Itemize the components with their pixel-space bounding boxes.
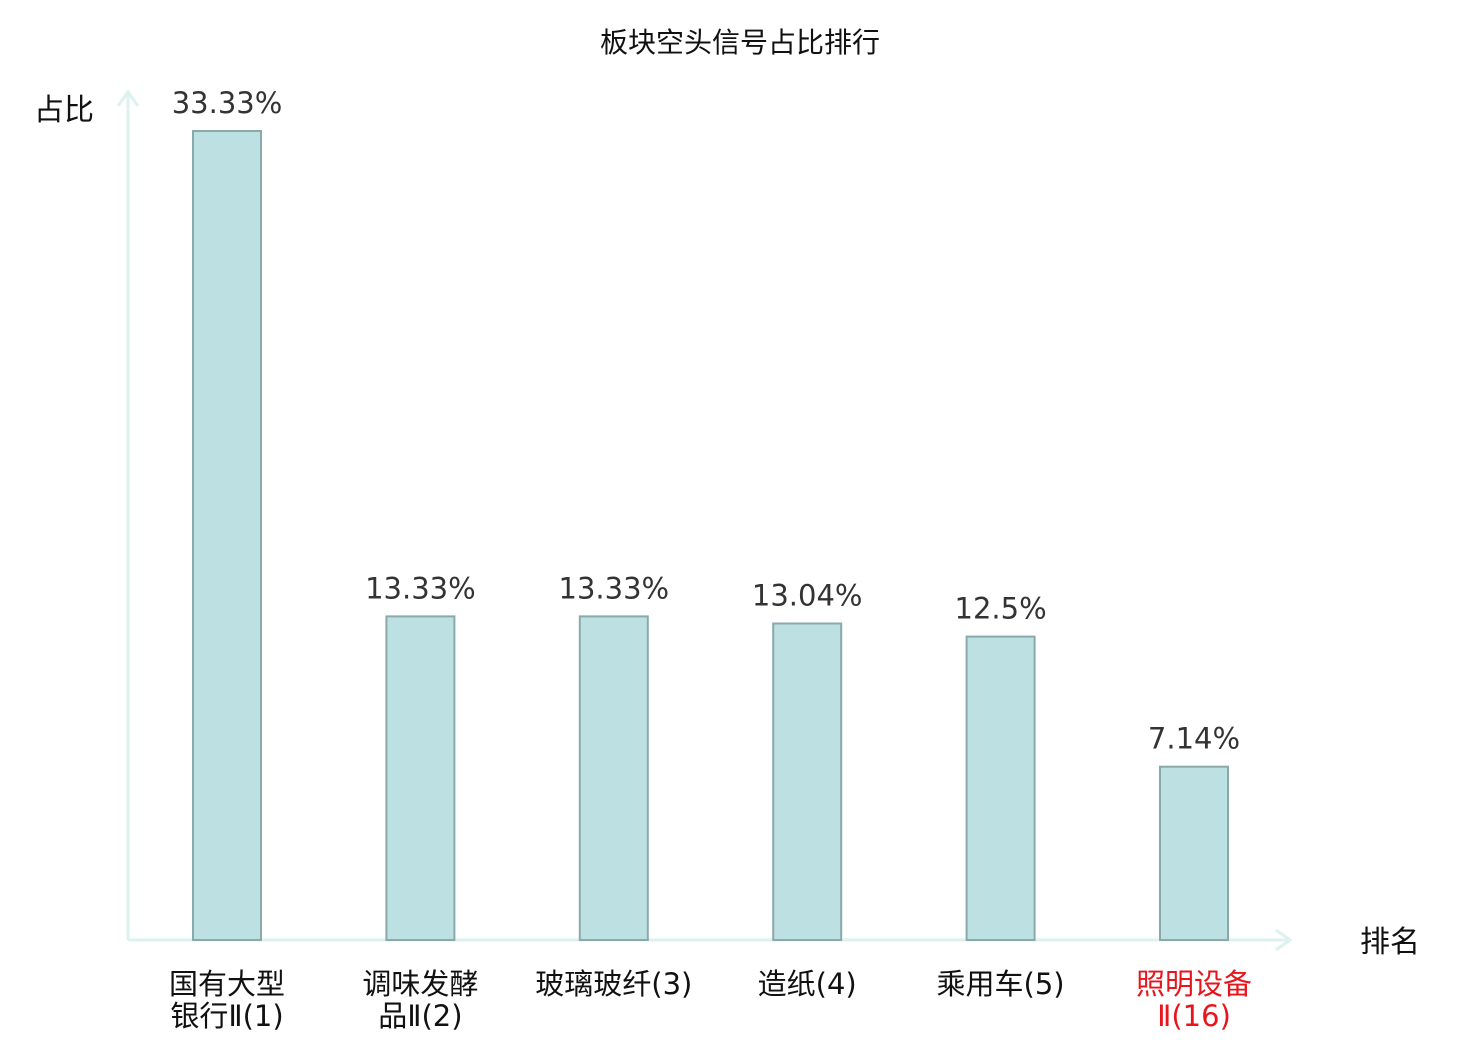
x-tick-label: 玻璃玻纤(3) bbox=[535, 967, 692, 1001]
data-label: 13.33% bbox=[365, 571, 476, 605]
chart-title: 板块空头信号占比排行 bbox=[600, 26, 880, 59]
bar bbox=[385, 615, 456, 942]
data-label: 12.5% bbox=[955, 592, 1047, 626]
bar bbox=[192, 130, 262, 941]
bar bbox=[965, 635, 1036, 941]
data-label: 7.14% bbox=[1148, 722, 1240, 756]
x-tick-label: 乘用车(5) bbox=[937, 967, 1065, 1001]
bar bbox=[772, 622, 843, 941]
bar bbox=[578, 615, 649, 942]
x-axis bbox=[128, 928, 1293, 952]
x-tick-label: 照明设备 Ⅱ(16) bbox=[1136, 967, 1252, 1033]
y-axis bbox=[116, 89, 140, 940]
x-axis-label: 排名 bbox=[1360, 925, 1420, 960]
x-tick-label: 调味发酵品Ⅱ(2) bbox=[362, 967, 478, 1033]
data-label: 13.33% bbox=[559, 571, 670, 605]
y-axis-label: 占比 bbox=[34, 93, 94, 128]
data-label: 13.04% bbox=[752, 579, 863, 613]
bars-group bbox=[192, 130, 1229, 942]
x-tick-label: 国有大型银行Ⅱ(1) bbox=[169, 967, 285, 1033]
value-labels-group: 33.33% 13.33% 13.33% 13.04% 12.5% 7.14% bbox=[172, 86, 1240, 756]
category-labels-group: 国有大型银行Ⅱ(1) 调味发酵品Ⅱ(2) 玻璃玻纤(3) 造纸(4) 乘用车(5) 照明设… bbox=[169, 967, 1252, 1033]
bar bbox=[1159, 765, 1229, 942]
data-label: 33.33% bbox=[172, 86, 283, 120]
x-tick-label: 造纸(4) bbox=[758, 967, 857, 1001]
